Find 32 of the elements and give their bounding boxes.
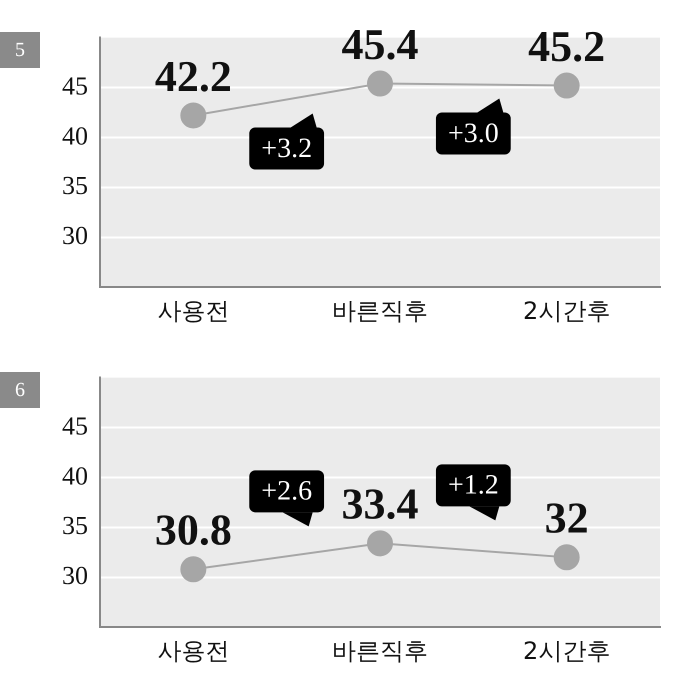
y-tick-label: 40 <box>62 121 88 150</box>
y-tick-label: 45 <box>62 71 88 100</box>
point <box>367 530 393 556</box>
data-label: 30.8 <box>154 506 232 555</box>
x-tick-label: 바른직후 <box>332 296 428 325</box>
chart-title: 5 <box>0 32 40 68</box>
point <box>180 102 206 128</box>
data-label: 42.2 <box>154 52 232 101</box>
annotation: +2.6 <box>261 476 312 507</box>
data-label: 45.4 <box>342 20 418 69</box>
point <box>554 544 580 570</box>
x-tick-label: 사용전 <box>157 296 230 325</box>
x-tick-label: 바른직후 <box>332 636 428 665</box>
point <box>367 70 393 97</box>
point <box>180 556 206 582</box>
y-tick-label: 40 <box>62 461 88 490</box>
data-label: 32 <box>544 494 589 543</box>
chart-title: 6 <box>0 372 40 408</box>
x-tick-label: 2시간후 <box>523 296 610 325</box>
y-tick-label: 30 <box>62 561 88 590</box>
y-tick-label: 30 <box>62 221 88 250</box>
data-label: 45.2 <box>528 22 606 71</box>
data-label: 33.4 <box>342 480 418 529</box>
annotation: +1.2 <box>448 470 499 501</box>
point <box>554 72 580 99</box>
annotation: +3.0 <box>448 118 499 149</box>
annotation: +3.2 <box>261 132 312 164</box>
y-tick-label: 45 <box>62 411 88 440</box>
y-tick-label: 35 <box>62 511 88 540</box>
x-tick-label: 2시간후 <box>523 636 610 665</box>
x-tick-label: 사용전 <box>157 636 230 665</box>
y-tick-label: 35 <box>62 171 88 200</box>
